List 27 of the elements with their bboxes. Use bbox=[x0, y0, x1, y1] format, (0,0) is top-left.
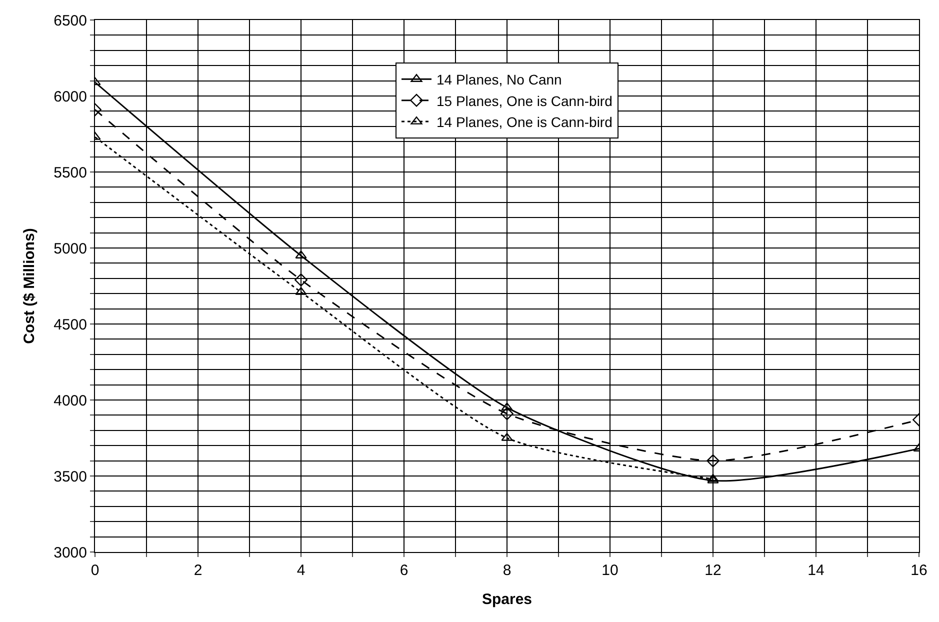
point bbox=[295, 286, 307, 295]
y-tick-label: 4000 bbox=[54, 392, 87, 410]
y-tick-label: 5000 bbox=[54, 240, 87, 258]
x-tick-label: 0 bbox=[90, 562, 100, 579]
x-tick-label: 6 bbox=[400, 562, 408, 579]
x-tick-label: 2 bbox=[194, 562, 202, 579]
y-tick-label: 3500 bbox=[54, 468, 87, 486]
x-tick-label: 14 bbox=[808, 562, 824, 579]
point bbox=[294, 273, 308, 286]
y-tick-label: 6500 bbox=[54, 12, 87, 30]
legend-label: 15 Planes, One is Cann-bird bbox=[436, 92, 612, 109]
legend-label: 14 Planes, No Cann bbox=[436, 72, 562, 88]
y-tick-label: 3000 bbox=[54, 544, 87, 562]
x-tick-label: 16 bbox=[910, 562, 928, 579]
y-tick-label: 5500 bbox=[54, 164, 87, 182]
x-axis-title: Spares bbox=[482, 591, 532, 608]
x-tick-label: 4 bbox=[296, 562, 306, 579]
y-tick-label: 4500 bbox=[54, 316, 87, 334]
x-tick-label: 12 bbox=[704, 562, 722, 579]
x-tick-label: 10 bbox=[602, 562, 618, 579]
y-tick-label: 6000 bbox=[54, 88, 87, 106]
y-axis-title: Cost ($ Millions) bbox=[20, 228, 38, 344]
legend-label: 14 Planes, One is Cann-bird bbox=[436, 114, 612, 130]
x-tick-label: 8 bbox=[502, 562, 512, 579]
point bbox=[706, 454, 720, 468]
point bbox=[500, 407, 514, 420]
point bbox=[501, 432, 513, 441]
